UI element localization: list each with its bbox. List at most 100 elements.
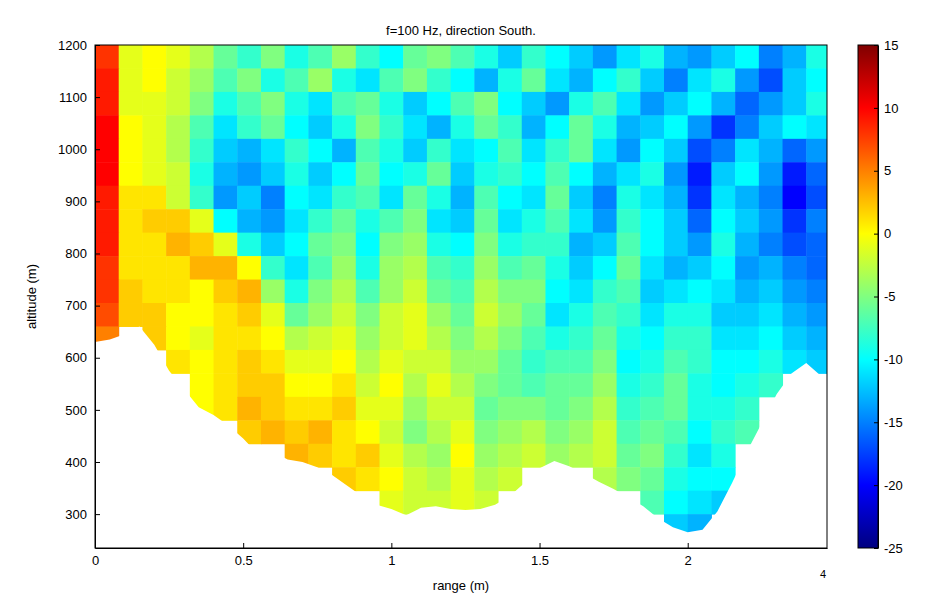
heatmap-cell — [664, 420, 688, 444]
heatmap-cell — [522, 280, 546, 304]
heatmap-cell — [142, 115, 166, 139]
heatmap-cell — [332, 280, 356, 304]
heatmap-cell — [356, 92, 380, 116]
heatmap-cell — [759, 92, 783, 116]
heatmap-cell — [688, 280, 712, 304]
heatmap-cell — [166, 280, 190, 304]
heatmap-cell — [711, 256, 735, 280]
title: f=100 Hz, direction South. — [386, 23, 536, 38]
heatmap-cell — [545, 397, 569, 421]
heatmap-cell — [711, 326, 735, 350]
heatmap-cell — [380, 256, 404, 280]
colorbar-tick-label: 10 — [884, 101, 898, 116]
heatmap-cell — [380, 92, 404, 116]
x-tick-mark — [243, 543, 244, 548]
x-tick: 2 — [685, 543, 692, 568]
heatmap-cell — [190, 115, 214, 139]
colorbar — [858, 45, 878, 548]
y-tick-label: 400 — [65, 455, 87, 470]
heatmap-cell — [569, 209, 593, 233]
heatmap-cell — [711, 139, 735, 163]
heatmap-cell — [308, 256, 332, 280]
heatmap-cell — [332, 186, 356, 210]
heatmap-cell — [593, 45, 617, 69]
x-tick-mark — [688, 543, 689, 548]
heatmap-cell — [593, 68, 617, 92]
heatmap-cell — [214, 373, 238, 397]
heatmap-cell — [593, 420, 617, 444]
heatmap-cell — [285, 350, 309, 374]
heatmap-cell — [498, 373, 522, 397]
heatmap-cell — [474, 139, 498, 163]
heatmap-cell — [783, 115, 807, 139]
heatmap-cell — [545, 186, 569, 210]
plot-area — [95, 45, 827, 548]
colorbar-tick-mark — [874, 359, 878, 360]
heatmap-cell — [498, 467, 522, 491]
heatmap-cell — [711, 115, 735, 139]
heatmap-cell — [569, 186, 593, 210]
heatmap-cell — [119, 186, 143, 210]
x-tick-label: 0 — [92, 553, 99, 568]
heatmap-cell — [261, 280, 285, 304]
colorbar-tick-mark — [874, 485, 878, 486]
heatmap-cell — [166, 186, 190, 210]
heatmap-cell — [640, 115, 664, 139]
y-tick-mark — [95, 97, 100, 98]
heatmap-cell — [119, 139, 143, 163]
heatmap-cell — [190, 233, 214, 257]
heatmap-cell — [759, 233, 783, 257]
heatmap-cell — [380, 139, 404, 163]
heatmap-cell — [451, 92, 475, 116]
y-tick-label: 600 — [65, 350, 87, 365]
heatmap-cell — [545, 420, 569, 444]
heatmap-cell — [545, 326, 569, 350]
heatmap-cell — [427, 326, 451, 350]
heatmap-cell — [285, 186, 309, 210]
heatmap-cell — [711, 45, 735, 69]
heatmap-cell — [356, 45, 380, 69]
heatmap-cell — [545, 162, 569, 186]
heatmap-cell — [640, 162, 664, 186]
heatmap-cell — [237, 139, 261, 163]
heatmap-cell — [569, 350, 593, 374]
y-tick-mark — [95, 462, 100, 463]
heatmap-cell — [735, 115, 759, 139]
heatmap-cell — [142, 45, 166, 69]
heatmap-cell — [498, 45, 522, 69]
heatmap-cell — [308, 444, 332, 468]
heatmap-cell — [522, 68, 546, 92]
heatmap-cell — [593, 139, 617, 163]
heatmap-cell — [569, 397, 593, 421]
heatmap-cell — [190, 373, 214, 397]
colorbar-tick: 5 — [874, 163, 891, 178]
heatmap-cell — [759, 68, 783, 92]
y-axis: 300400500600700800900100011001200 — [58, 38, 100, 549]
heatmap-cell — [166, 68, 190, 92]
heatmap-cell — [711, 68, 735, 92]
heatmap-cell — [569, 162, 593, 186]
heatmap-cell — [166, 92, 190, 116]
heatmap-cell — [214, 303, 238, 327]
heatmap-cell — [711, 420, 735, 444]
heatmap-cell — [95, 186, 119, 210]
heatmap-cell — [285, 326, 309, 350]
heatmap-cell — [356, 233, 380, 257]
heatmap-cell — [308, 115, 332, 139]
heatmap-cell — [688, 350, 712, 374]
heatmap-cell — [403, 186, 427, 210]
heatmap-cell — [474, 115, 498, 139]
heatmap-cell — [356, 115, 380, 139]
heatmap-cell — [806, 256, 827, 280]
heatmap-cell — [783, 92, 807, 116]
heatmap-cell — [190, 186, 214, 210]
colorbar-tick: -5 — [874, 289, 896, 304]
heatmap-cell — [617, 115, 641, 139]
heatmap-cell — [688, 467, 712, 491]
heatmap-cell — [664, 350, 688, 374]
heatmap-cell — [806, 280, 827, 304]
heatmap-cell — [522, 115, 546, 139]
heatmap-cell — [95, 92, 119, 116]
heatmap-cell — [735, 303, 759, 327]
heatmap-cell — [569, 233, 593, 257]
